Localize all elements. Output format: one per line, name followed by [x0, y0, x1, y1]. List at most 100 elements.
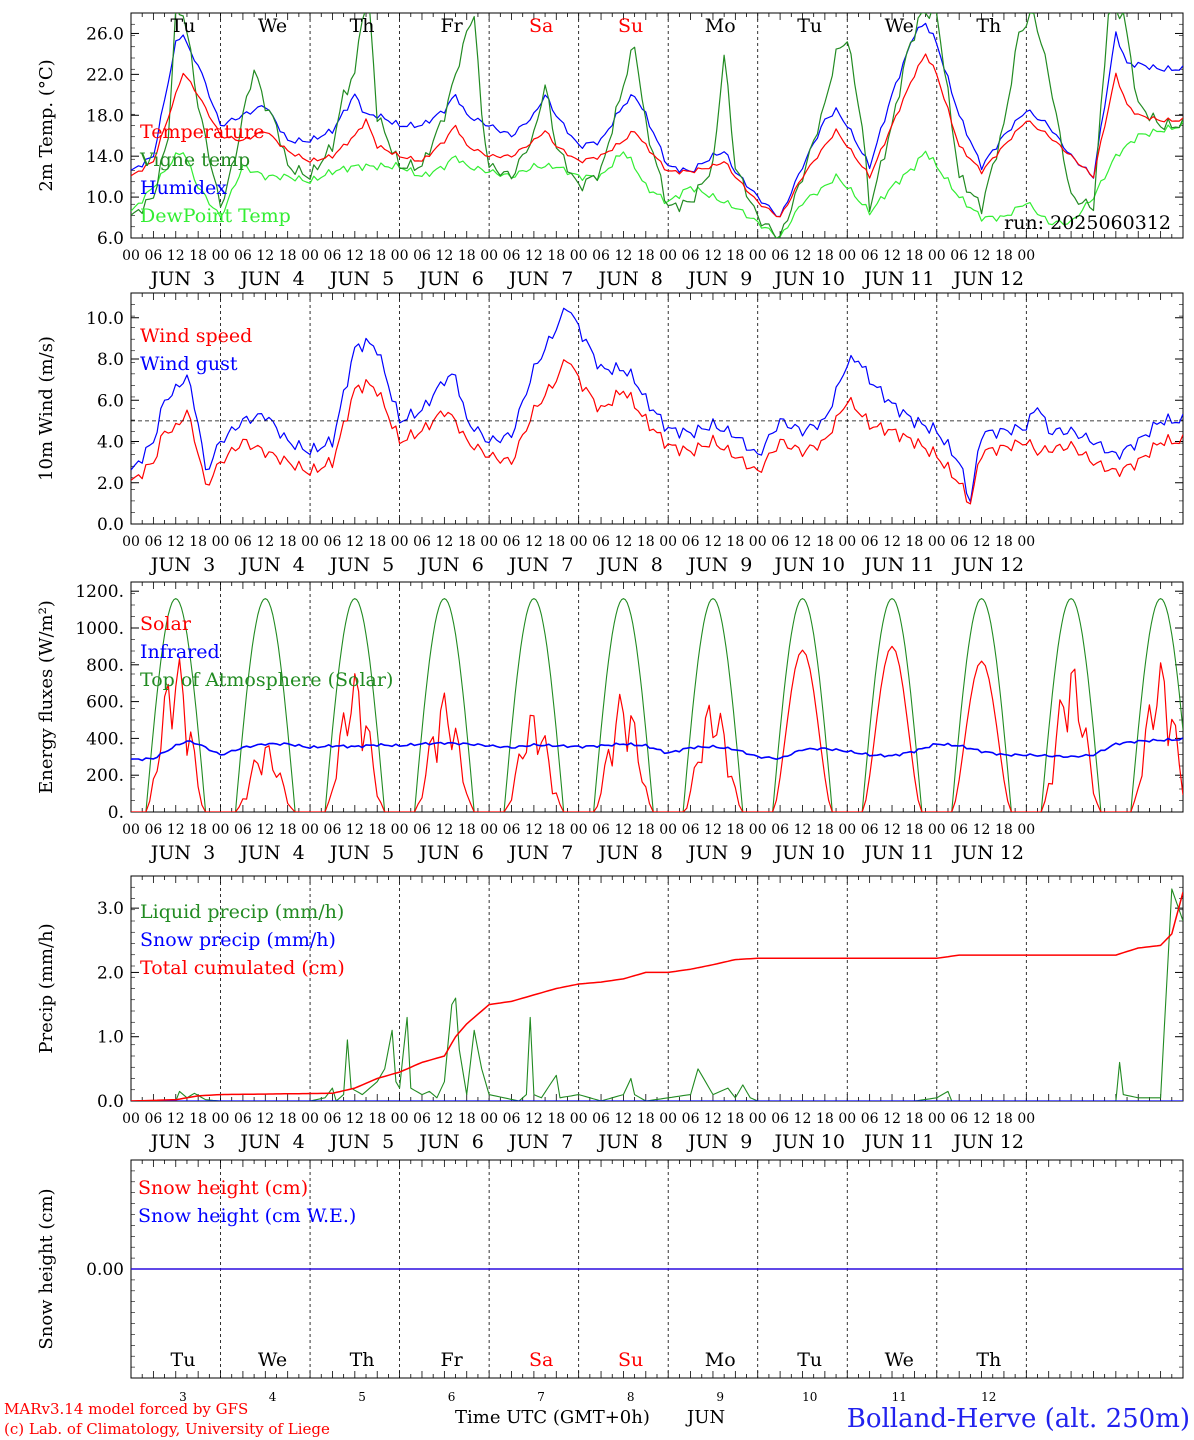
- hour-tick-label: 06: [324, 822, 342, 838]
- date-label: JUN 9: [686, 1131, 752, 1153]
- hour-tick-label: 18: [189, 534, 207, 550]
- y-tick-label: 14.0: [86, 147, 124, 167]
- hour-tick-label: 06: [950, 248, 968, 264]
- hour-tick-label: 18: [547, 1111, 565, 1127]
- hour-tick-label: 00: [391, 248, 409, 264]
- hour-tick-label: 18: [458, 822, 476, 838]
- y-axis-label: Energy fluxes (W/m²): [36, 600, 57, 794]
- hour-tick-label: 06: [503, 1111, 521, 1127]
- date-label: JUN 9: [686, 554, 752, 576]
- hour-tick-label: 06: [771, 248, 789, 264]
- day-number-label: 8: [627, 1390, 635, 1404]
- hour-tick-label: 00: [659, 822, 677, 838]
- hour-tick-label: 18: [816, 248, 834, 264]
- hour-tick-label: 06: [234, 822, 252, 838]
- series-wind-gust: [131, 307, 1183, 503]
- hour-tick-label: 18: [279, 1111, 297, 1127]
- date-label: JUN 10: [772, 268, 844, 290]
- hour-tick-label: 06: [503, 822, 521, 838]
- hour-tick-label: 18: [726, 534, 744, 550]
- hour-tick-label: 00: [838, 534, 856, 550]
- day-name-label: Sa: [529, 15, 553, 37]
- hour-tick-label: 00: [480, 822, 498, 838]
- hour-tick-label: 06: [503, 534, 521, 550]
- y-axis-label: 10m Wind (m/s): [36, 336, 57, 481]
- hour-tick-label: 18: [279, 822, 297, 838]
- hour-tick-label: 12: [615, 1111, 633, 1127]
- series-dewpoint-temp: [131, 121, 1183, 238]
- hour-tick-label: 06: [413, 248, 431, 264]
- legend-solar: Solar: [140, 613, 192, 635]
- hour-tick-label: 18: [995, 248, 1013, 264]
- hour-tick-label: 12: [435, 822, 453, 838]
- hour-tick-label: 00: [838, 1111, 856, 1127]
- hour-tick-label: 12: [435, 1111, 453, 1127]
- y-tick-label: 6.0: [97, 391, 124, 411]
- day-number-label: 4: [269, 1390, 277, 1404]
- hour-tick-label: 00: [212, 1111, 230, 1127]
- date-label: JUN 8: [596, 554, 662, 576]
- series-group: [131, 598, 1183, 812]
- hour-tick-label: 06: [234, 248, 252, 264]
- hour-tick-label: 18: [637, 534, 655, 550]
- day-number-label: 6: [448, 1390, 456, 1404]
- hour-tick-label: 00: [570, 248, 588, 264]
- y-tick-label: 1000.: [75, 619, 124, 639]
- plot-frame: [130, 581, 1184, 813]
- hour-tick-label: 12: [256, 534, 274, 550]
- hour-tick-label: 00: [749, 1111, 767, 1127]
- hour-tick-label: 00: [122, 822, 140, 838]
- date-label: JUN 8: [596, 268, 662, 290]
- hour-tick-label: 12: [973, 822, 991, 838]
- hour-tick-label: 18: [726, 248, 744, 264]
- date-label: JUN 6: [417, 554, 483, 576]
- hour-tick-label: 18: [995, 1111, 1013, 1127]
- hour-tick-label: 18: [189, 822, 207, 838]
- hour-tick-label: 06: [771, 822, 789, 838]
- hour-tick-label: 00: [1017, 822, 1035, 838]
- hour-tick-label: 12: [346, 1111, 364, 1127]
- hour-tick-label: 00: [1017, 534, 1035, 550]
- hour-tick-label: 18: [637, 1111, 655, 1127]
- day-name-label: We: [258, 1349, 287, 1371]
- day-number-label: 7: [537, 1390, 545, 1404]
- hour-tick-label: 06: [503, 248, 521, 264]
- y-tick-label: 22.0: [86, 65, 124, 85]
- plot-frame: [130, 292, 1184, 525]
- hour-tick-label: 06: [861, 248, 879, 264]
- hour-tick-label: 06: [144, 822, 162, 838]
- hour-tick-label: 00: [301, 1111, 319, 1127]
- hour-tick-label: 00: [212, 534, 230, 550]
- y-tick-label: 0.0: [97, 1092, 124, 1112]
- hour-tick-label: 18: [995, 822, 1013, 838]
- hour-tick-label: 06: [144, 534, 162, 550]
- hour-tick-label: 00: [1017, 1111, 1035, 1127]
- hour-tick-label: 18: [458, 534, 476, 550]
- hour-tick-label: 00: [570, 1111, 588, 1127]
- hour-tick-label: 12: [615, 534, 633, 550]
- hour-tick-label: 06: [592, 534, 610, 550]
- hour-tick-label: 00: [570, 822, 588, 838]
- date-label: JUN 12: [952, 1131, 1024, 1153]
- hour-tick-label: 00: [391, 1111, 409, 1127]
- day-name-label: We: [885, 1349, 914, 1371]
- hour-tick-label: 00: [659, 248, 677, 264]
- day-name-label: Mo: [705, 15, 736, 37]
- y-tick-label: 0.0: [97, 515, 124, 535]
- hour-tick-label: 12: [883, 534, 901, 550]
- series-humidex: [131, 22, 1183, 218]
- day-name-label: We: [258, 15, 287, 37]
- date-label: JUN 5: [328, 554, 394, 576]
- series-top-of-atmosphere-solar: [131, 598, 1183, 812]
- hour-tick-label: 06: [592, 248, 610, 264]
- legend-snow-precip-mm-h-: Snow precip (mm/h): [140, 929, 336, 951]
- series-group: [131, 888, 1183, 1101]
- legend-vigne-temp: Vigne temp: [139, 149, 250, 171]
- panel-5: 0.00 Snow height (cm) Tu We Th Fr Sa Su Mo Tu We Th…: [36, 1159, 1184, 1404]
- hour-tick-label: 06: [771, 1111, 789, 1127]
- hour-tick-label: 12: [525, 534, 543, 550]
- legend-wind-speed: Wind speed: [140, 325, 252, 347]
- series-temperature: [131, 53, 1183, 218]
- hour-tick-label: 00: [749, 534, 767, 550]
